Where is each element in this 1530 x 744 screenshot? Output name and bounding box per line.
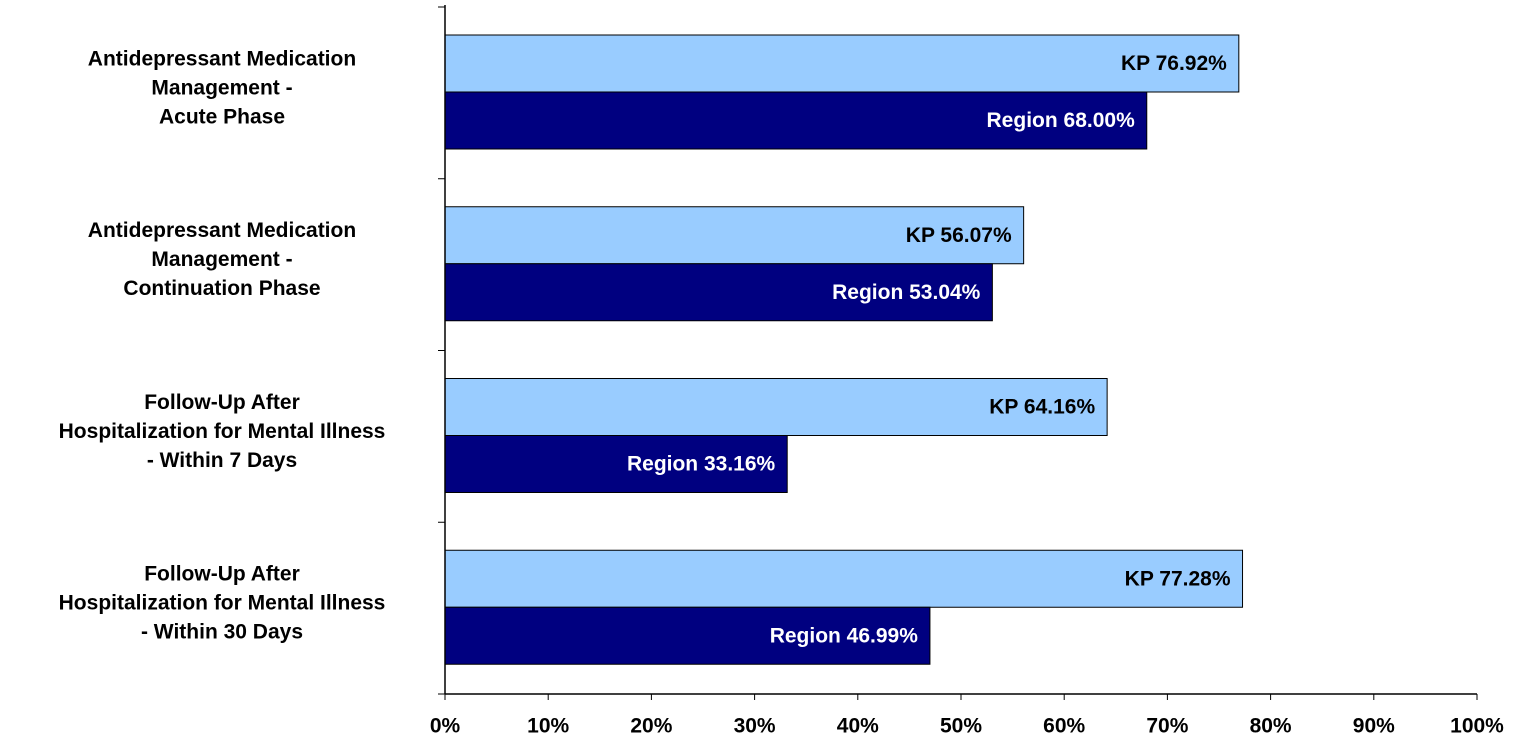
x-tick-label: 50% xyxy=(940,715,982,738)
category-label: - Within 7 Days xyxy=(147,449,297,472)
bar-value-label: Region 53.04% xyxy=(832,281,981,304)
bar-value-label: Region 46.99% xyxy=(770,624,919,647)
category-label: Hospitalization for Mental Illness xyxy=(59,420,386,443)
bar xyxy=(444,34,1240,93)
category-label: Antidepressant Medication xyxy=(88,47,356,70)
category-label: - Within 30 Days xyxy=(141,621,303,644)
category-label: Antidepressant Medication xyxy=(88,219,356,242)
x-tick-label: 40% xyxy=(837,715,879,738)
category-label: Follow-Up After xyxy=(144,391,300,414)
x-tick-label: 0% xyxy=(430,715,461,738)
category-label: Continuation Phase xyxy=(123,277,320,300)
bar xyxy=(444,378,1108,436)
category-label: Acute Phase xyxy=(159,105,285,128)
bar xyxy=(444,263,993,322)
x-tick-label: 30% xyxy=(734,715,776,738)
x-tick-label: 100% xyxy=(1450,715,1504,738)
x-tick-label: 60% xyxy=(1043,715,1085,738)
category-label: Hospitalization for Mental Illness xyxy=(59,592,386,615)
bar-value-label: KP 76.92% xyxy=(1121,52,1227,75)
x-tick-label: 70% xyxy=(1146,715,1188,738)
category-label: Management - xyxy=(151,248,292,271)
bar-value-label: KP 56.07% xyxy=(906,224,1012,247)
bar xyxy=(444,91,1148,150)
x-tick-label: 10% xyxy=(527,715,569,738)
x-tick-label: 80% xyxy=(1250,715,1292,738)
bar-value-label: KP 77.28% xyxy=(1125,567,1231,590)
bar xyxy=(444,549,1244,608)
category-label: Management - xyxy=(151,76,292,99)
bar-value-label: KP 64.16% xyxy=(989,396,1095,419)
bar-value-label: Region 68.00% xyxy=(987,109,1136,132)
bar-value-label: Region 33.16% xyxy=(627,453,776,476)
category-label: Follow-Up After xyxy=(144,563,300,586)
x-tick-label: 20% xyxy=(630,715,672,738)
x-tick-label: 90% xyxy=(1353,715,1395,738)
